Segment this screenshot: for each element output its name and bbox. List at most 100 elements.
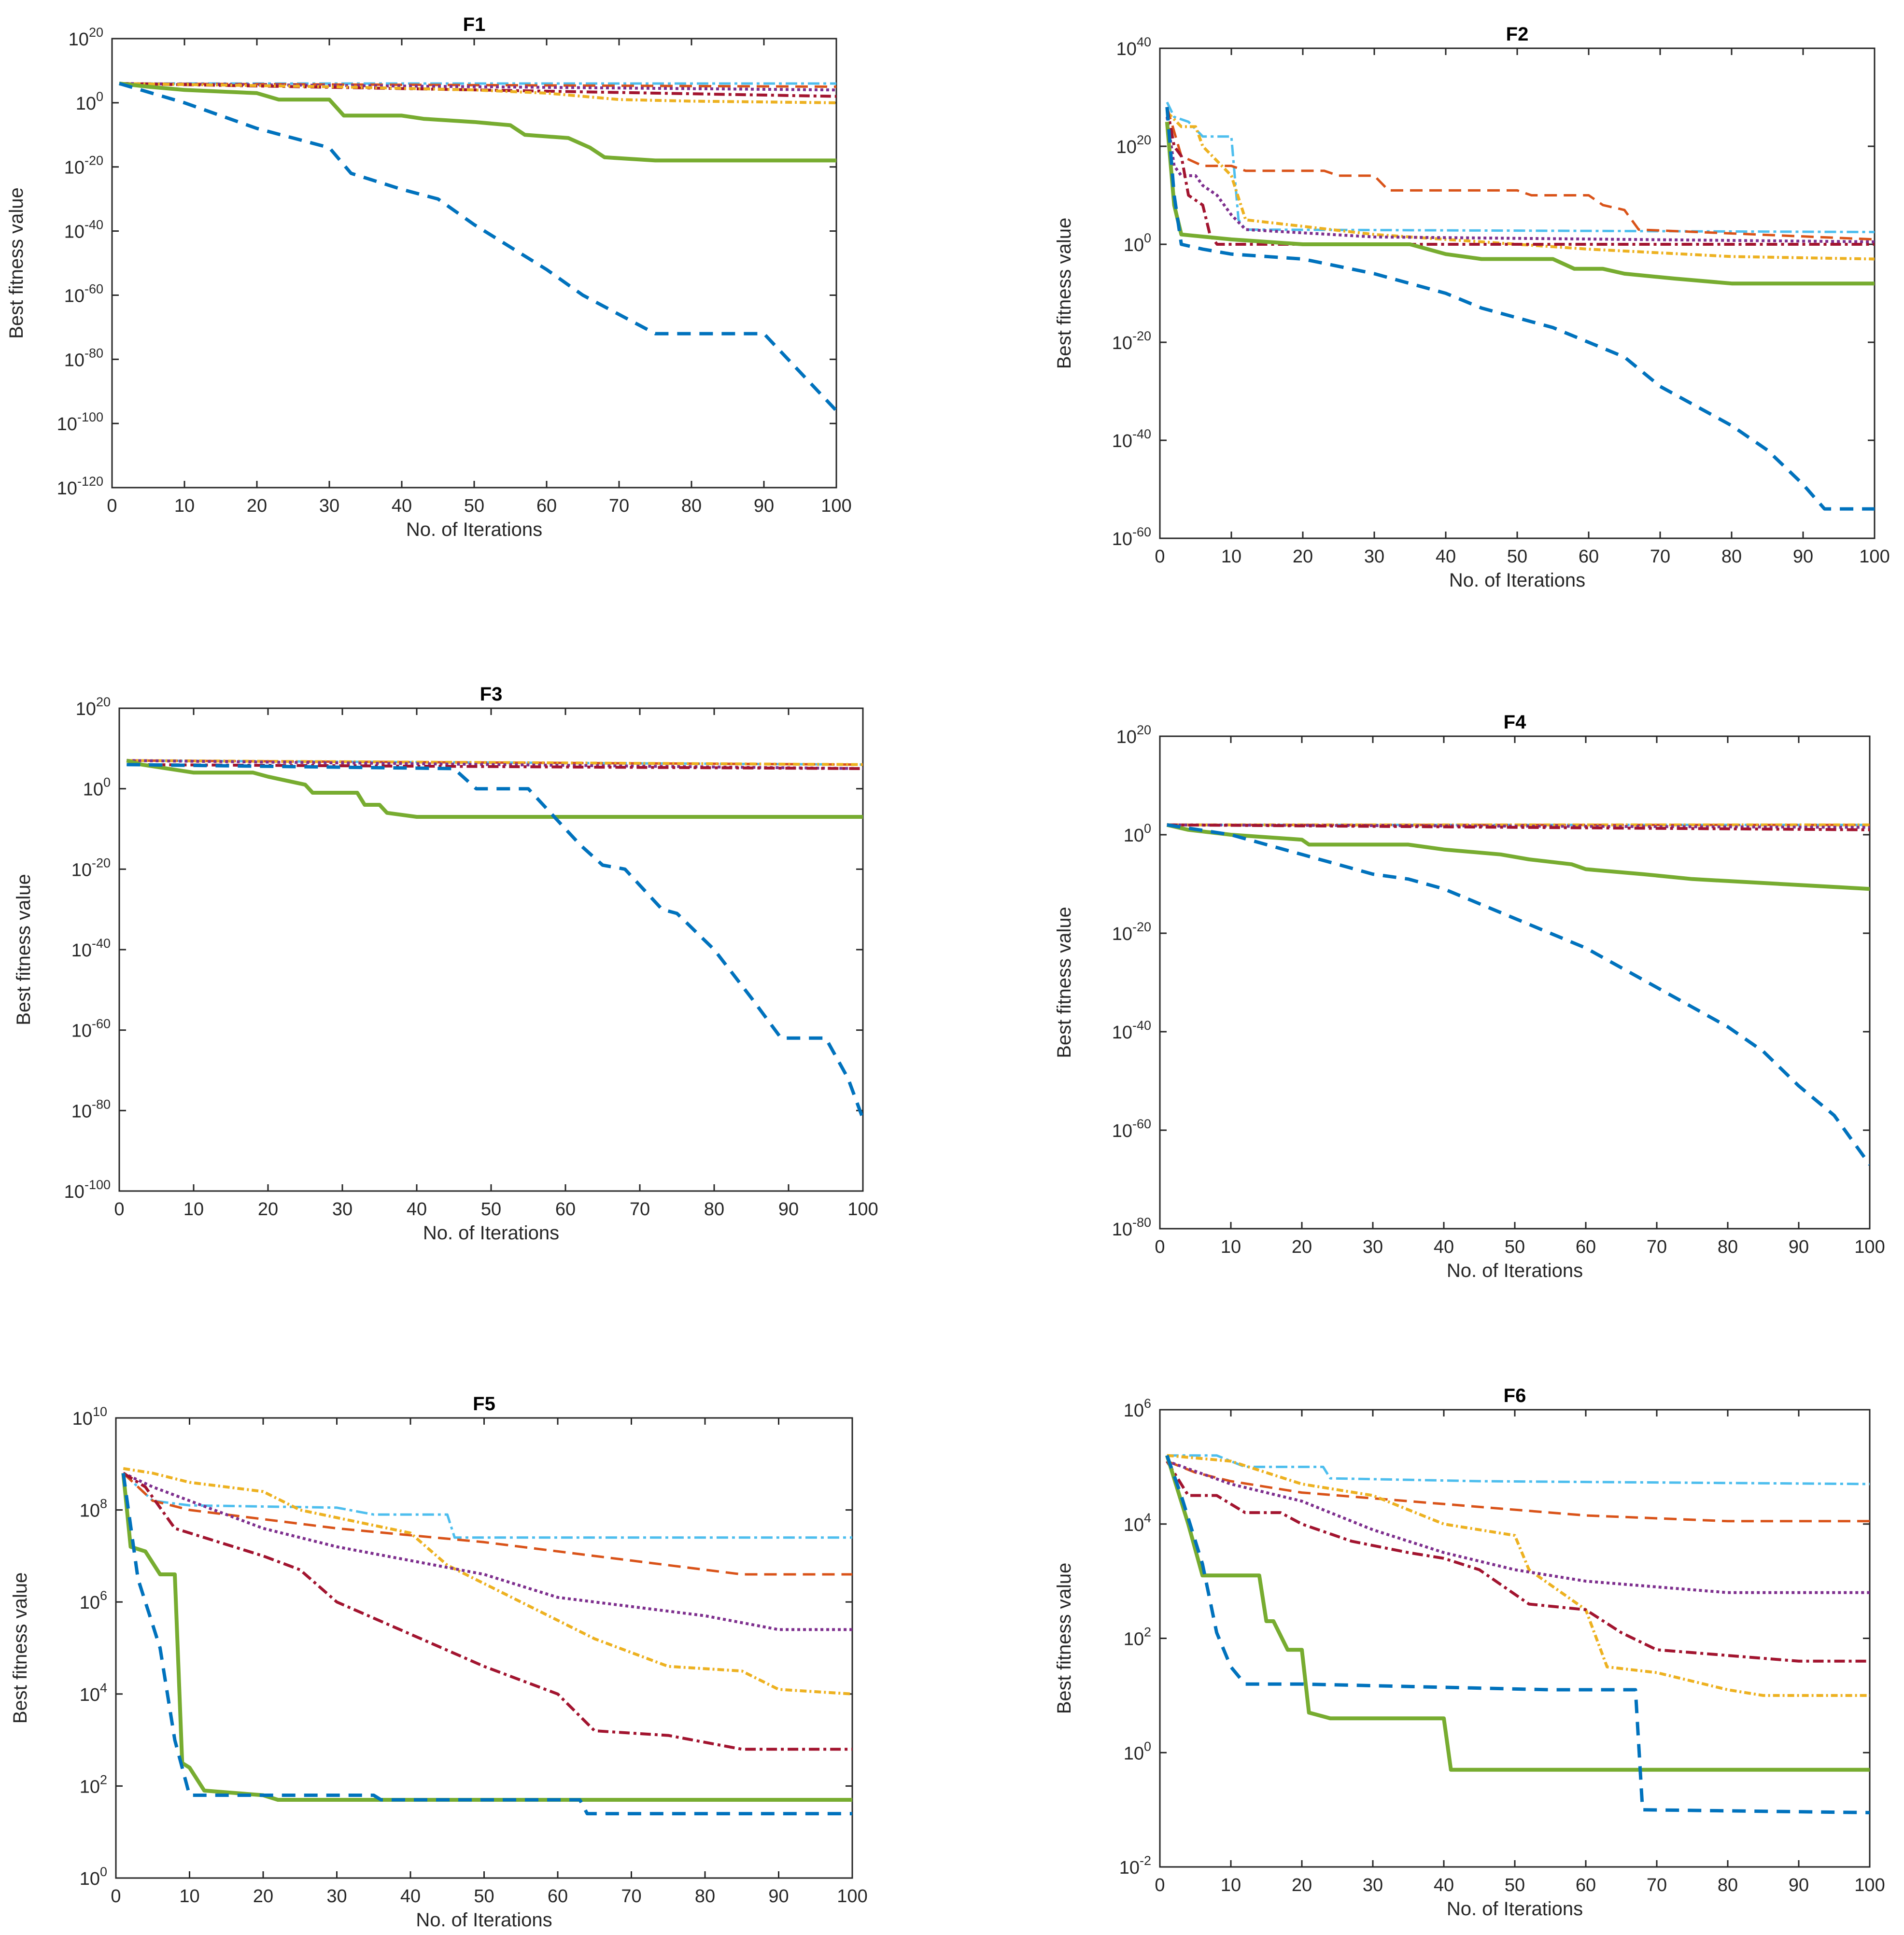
y-tick-label: 10-80 xyxy=(71,1097,111,1122)
series-line-s5 xyxy=(1165,1455,1870,1772)
x-tick-label: 20 xyxy=(1292,1237,1312,1257)
x-tick-label: 40 xyxy=(407,1199,427,1220)
series-line-s3 xyxy=(127,759,863,766)
x-tick-label: 10 xyxy=(179,1886,199,1907)
series-line-s2 xyxy=(1166,107,1875,241)
y-tick-label: 100 xyxy=(83,775,111,800)
y-tick-label: 1040 xyxy=(1116,35,1151,59)
x-tick-label: 20 xyxy=(1293,547,1313,567)
series-line-s4 xyxy=(119,82,836,92)
series-line-s4 xyxy=(1165,116,1875,243)
y-tick-label: 100 xyxy=(76,89,103,114)
y-tick-label: 10-100 xyxy=(64,1178,111,1202)
plot-area xyxy=(111,38,837,489)
series-line-s5 xyxy=(119,82,836,163)
y-tick-label: 1020 xyxy=(1116,133,1151,157)
series-line-s6 xyxy=(1167,1454,1870,1486)
plot-area xyxy=(118,707,864,1192)
x-tick-label: 80 xyxy=(1721,547,1742,567)
y-tick-label: 10-80 xyxy=(64,346,103,370)
x-tick-label: 10 xyxy=(1221,547,1241,567)
x-tick-label: 60 xyxy=(1579,547,1599,567)
y-axis-label: Best fitness value xyxy=(6,187,27,339)
series-line-s2 xyxy=(122,1472,852,1576)
series-line-s5 xyxy=(1166,823,1870,891)
x-axis-label: No. of Iterations xyxy=(1449,570,1585,591)
y-tick-label: 104 xyxy=(80,1681,107,1705)
series-line-s1 xyxy=(1165,1455,1870,1814)
y-tick-label: 10-80 xyxy=(1112,1215,1151,1240)
x-tick-label: 50 xyxy=(1505,1875,1525,1895)
y-tick-label: 10-40 xyxy=(64,218,103,242)
x-axis-label: No. of Iterations xyxy=(416,1909,552,1931)
series-line-s4 xyxy=(1167,823,1870,829)
x-tick-label: 80 xyxy=(1718,1237,1738,1257)
x-tick-label: 90 xyxy=(1789,1237,1809,1257)
x-tick-label: 50 xyxy=(1507,547,1527,567)
y-tick-label: 10-100 xyxy=(57,410,103,435)
x-tick-label: 70 xyxy=(1647,1875,1667,1895)
series-line-s3 xyxy=(1167,1454,1870,1697)
y-tick-label: 10-60 xyxy=(1112,1117,1151,1141)
x-tick-label: 100 xyxy=(821,496,851,516)
y-tick-label: 10-40 xyxy=(1112,1018,1151,1043)
x-tick-label: 30 xyxy=(332,1199,353,1220)
x-tick-label: 40 xyxy=(1434,1875,1454,1895)
x-tick-label: 50 xyxy=(481,1199,501,1220)
x-tick-label: 60 xyxy=(1576,1237,1596,1257)
y-tick-label: 104 xyxy=(1124,1511,1151,1535)
series-line-s3 xyxy=(1166,111,1875,261)
x-tick-label: 50 xyxy=(464,496,484,516)
x-tick-label: 50 xyxy=(474,1886,494,1907)
x-tick-label: 40 xyxy=(1434,1237,1454,1257)
x-tick-label: 0 xyxy=(1155,547,1165,567)
y-tick-label: 102 xyxy=(1124,1625,1151,1650)
chart-title: F6 xyxy=(1504,1385,1526,1406)
series-line-s4 xyxy=(127,759,863,770)
y-tick-label: 1020 xyxy=(1116,723,1151,747)
chart-title: F3 xyxy=(480,684,503,705)
y-tick-label: 10-2 xyxy=(1119,1853,1151,1878)
x-tick-label: 70 xyxy=(630,1199,650,1220)
series-line-s7 xyxy=(122,1472,852,1751)
chart-f3: 0 10 20 30 40 50 60 70 80 90 10010-10010-8010-6010… xyxy=(13,684,878,1244)
chart-f2: 0 10 20 30 40 50 60 70 80 90 10010-6010-4010-20100… xyxy=(1054,24,1890,591)
x-tick-label: 100 xyxy=(1854,1875,1885,1895)
x-axis-label: No. of Iterations xyxy=(423,1222,559,1244)
x-tick-label: 30 xyxy=(319,496,339,516)
x-tick-label: 80 xyxy=(704,1199,724,1220)
x-tick-label: 30 xyxy=(1363,1875,1383,1895)
y-tick-label: 10-60 xyxy=(1112,525,1151,549)
y-axis-label: Best fitness value xyxy=(13,874,34,1025)
x-tick-label: 50 xyxy=(1505,1237,1525,1257)
chart-f1: 0 10 20 30 40 50 60 70 80 90 10010-12010-10010-801… xyxy=(6,14,852,540)
x-tick-label: 0 xyxy=(111,1886,121,1907)
plot-area xyxy=(1159,1409,1871,1868)
x-tick-label: 30 xyxy=(1364,547,1384,567)
series-line-s5 xyxy=(126,758,863,819)
x-tick-label: 90 xyxy=(1793,547,1813,567)
x-tick-label: 70 xyxy=(1650,547,1670,567)
x-tick-label: 70 xyxy=(609,496,629,516)
x-tick-label: 10 xyxy=(1221,1237,1241,1257)
y-tick-label: 102 xyxy=(80,1772,107,1797)
x-tick-label: 40 xyxy=(392,496,412,516)
x-tick-label: 0 xyxy=(114,1199,124,1220)
series-line-s2 xyxy=(1166,1460,1870,1523)
series-line-s1 xyxy=(119,82,836,412)
x-tick-label: 0 xyxy=(107,496,117,516)
x-tick-label: 10 xyxy=(174,496,195,516)
series-line-s1 xyxy=(121,1472,852,1816)
x-tick-label: 10 xyxy=(183,1199,204,1220)
x-tick-label: 90 xyxy=(1789,1875,1809,1895)
x-tick-label: 90 xyxy=(754,496,774,516)
x-tick-label: 40 xyxy=(400,1886,421,1907)
x-tick-label: 20 xyxy=(247,496,267,516)
plot-area xyxy=(1159,47,1876,539)
x-tick-label: 20 xyxy=(253,1886,273,1907)
y-tick-label: 100 xyxy=(80,1865,107,1889)
y-tick-label: 10-120 xyxy=(57,474,103,499)
y-tick-label: 10-60 xyxy=(64,281,103,306)
x-tick-label: 60 xyxy=(555,1199,576,1220)
series-line-s1 xyxy=(1167,823,1870,1166)
